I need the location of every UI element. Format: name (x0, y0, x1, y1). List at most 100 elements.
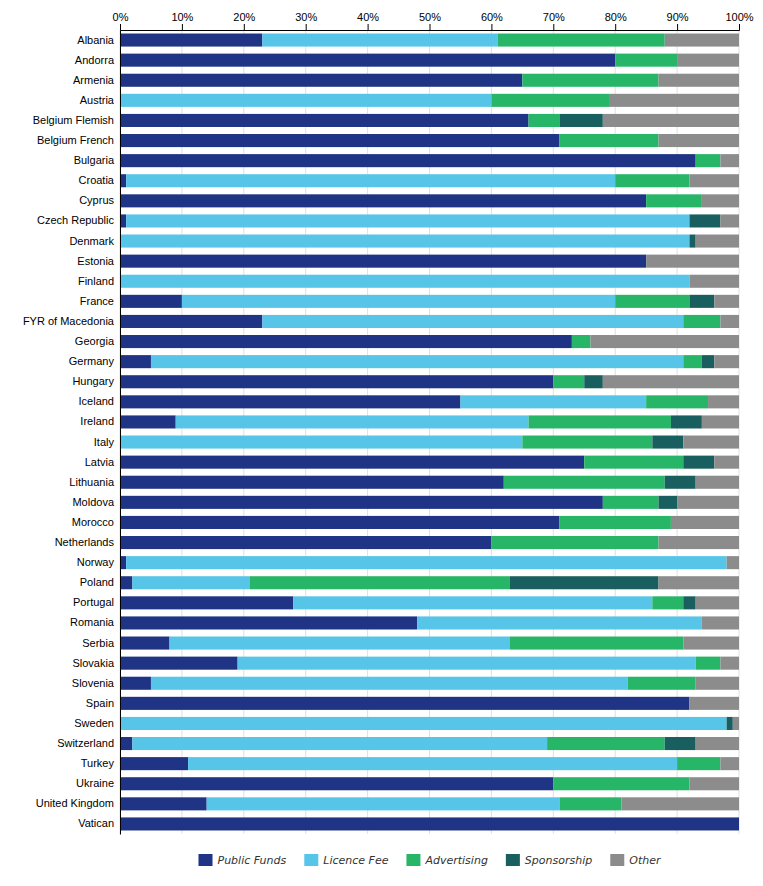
tick: 40% (357, 11, 379, 30)
bar (689, 777, 739, 790)
bar (714, 295, 739, 308)
tick-label: Lithuania (69, 476, 115, 488)
bar (683, 637, 739, 650)
bar (547, 737, 665, 750)
bar (720, 154, 739, 167)
bar (491, 94, 609, 107)
tick: Austria (80, 94, 115, 106)
bar (683, 315, 720, 328)
tick: Norway (77, 556, 115, 568)
tick: Romania (70, 616, 115, 628)
tick-label: 50% (419, 11, 441, 23)
tick: 20% (233, 11, 255, 30)
tick: France (80, 295, 114, 307)
tick-mark (615, 24, 616, 30)
bar (683, 436, 739, 449)
legend-label: Sponsorship (525, 854, 592, 867)
tick: Netherlands (55, 536, 115, 548)
legend-swatch (304, 854, 318, 866)
bar (714, 355, 739, 368)
tick: 60% (481, 11, 503, 30)
tick-label: Switzerland (57, 737, 114, 749)
bar (120, 415, 176, 428)
bar (120, 777, 553, 790)
tick-label: 20% (233, 11, 255, 23)
bar (677, 496, 739, 509)
bar (188, 757, 677, 770)
y-axis: AlbaniaAndorraArmeniaAustriaBelgium Flem… (23, 31, 121, 835)
bar (553, 375, 584, 388)
bar (250, 576, 510, 589)
bar (689, 235, 695, 248)
tick: Slovakia (72, 657, 114, 669)
bar (702, 355, 714, 368)
tick-label: Serbia (82, 637, 115, 649)
tick-label: 90% (667, 11, 689, 23)
grid-line (181, 30, 182, 834)
tick: 50% (419, 11, 441, 30)
bar (646, 395, 708, 408)
tick: Vatican (78, 817, 114, 829)
bar (151, 677, 628, 690)
bar (559, 134, 658, 147)
tick-label: FYR of Macedonia (23, 315, 115, 327)
bar (628, 677, 696, 690)
bar (120, 74, 522, 87)
tick-label: Estonia (77, 255, 115, 267)
bar (683, 355, 702, 368)
bar (702, 616, 739, 629)
bar (584, 375, 603, 388)
tick-label: 60% (481, 11, 503, 23)
bar (572, 335, 591, 348)
bar (504, 476, 665, 489)
bar (727, 717, 733, 730)
tick-label: Netherlands (55, 536, 115, 548)
bar (689, 214, 720, 227)
bar (696, 596, 739, 609)
tick-label: Austria (80, 94, 115, 106)
bar (510, 637, 683, 650)
bar (262, 315, 683, 328)
bar (120, 616, 417, 629)
bar (559, 516, 670, 529)
tick-label: Belgium Flemish (33, 114, 114, 126)
bar (120, 275, 689, 288)
grid-line (367, 30, 368, 834)
bar (615, 54, 677, 67)
tick-label: Turkey (81, 757, 115, 769)
bar (659, 496, 678, 509)
tick: Ukraine (76, 777, 114, 789)
bar (683, 456, 714, 469)
axis-line (121, 24, 740, 31)
bar (120, 476, 504, 489)
bar (559, 797, 621, 810)
tick: Hungary (72, 375, 114, 387)
bar (696, 154, 721, 167)
bar (120, 235, 689, 248)
legend: Public FundsLicence FeeAdvertisingSponso… (198, 854, 661, 867)
bar (714, 456, 739, 469)
tick-label: Vatican (78, 817, 114, 829)
bar (120, 94, 491, 107)
bar (207, 797, 560, 810)
tick: Albania (77, 34, 115, 46)
tick-label: United Kingdom (36, 797, 114, 809)
tick: Slovenia (72, 677, 115, 689)
tick-label: Poland (80, 576, 114, 588)
bar (646, 255, 739, 268)
grid-line (120, 30, 121, 834)
tick-label: Ukraine (76, 777, 114, 789)
tick-label: Sweden (74, 717, 114, 729)
bar (652, 596, 683, 609)
tick: 10% (171, 11, 193, 30)
tick: 90% (667, 11, 689, 30)
tick: Estonia (77, 255, 115, 267)
grid-line (429, 30, 430, 834)
bar (621, 797, 739, 810)
tick-mark (677, 24, 678, 30)
tick-label: 0% (113, 11, 129, 23)
bar (182, 295, 615, 308)
bar (120, 717, 727, 730)
bar (120, 536, 491, 549)
bar (696, 657, 721, 670)
